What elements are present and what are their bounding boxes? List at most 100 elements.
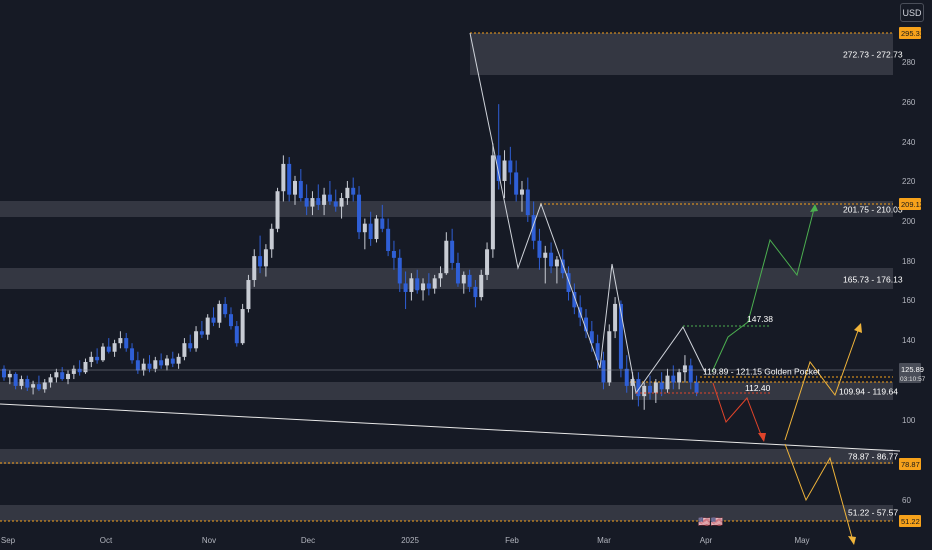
candle-body [228, 314, 233, 327]
candle-body [351, 187, 356, 195]
candle-body [106, 346, 111, 352]
candle-body [95, 356, 100, 361]
candle-body [240, 309, 245, 344]
time-axis[interactable]: Sep Oct Nov Dec 2025 Feb Mar Apr May [1, 536, 810, 545]
candle-body [71, 368, 76, 374]
candle-body [36, 384, 41, 390]
candle-body [42, 382, 47, 390]
yellow-projection-up [784, 324, 861, 441]
candle-body [426, 283, 431, 289]
red-projection [712, 382, 764, 441]
candle-body [130, 348, 135, 361]
candle-body [223, 303, 228, 315]
candle-body [2, 368, 6, 378]
candle-body [485, 249, 490, 275]
candle-body [397, 257, 402, 284]
candle-body [83, 361, 88, 373]
x-tick-label: Oct [100, 536, 113, 545]
candle-body [444, 240, 449, 274]
candle-body [677, 372, 682, 383]
zone-label: 165.73 - 176.13 [843, 275, 903, 285]
candle-body [543, 252, 548, 258]
candle-body [147, 363, 152, 369]
candle-body [234, 326, 239, 344]
candle-body [339, 198, 344, 207]
price-tag-label: 78.87 [901, 460, 920, 469]
candle-body [479, 274, 484, 298]
drawings-layer: 🇺🇸🇺🇸 [0, 32, 901, 545]
candle-body [310, 198, 315, 207]
y-tick-label: 160 [902, 296, 916, 305]
x-tick-label: Feb [505, 536, 519, 545]
candle-body [514, 172, 519, 195]
y-tick-label: 100 [902, 416, 916, 425]
candle-body [636, 379, 641, 397]
y-tick-label: 260 [902, 98, 916, 107]
candle-body [345, 187, 350, 199]
zone-label: 272.73 - 272.73 [843, 50, 903, 60]
candle-body [135, 360, 140, 371]
candle-body [54, 372, 59, 378]
candle-body [66, 373, 71, 380]
zones-layer [0, 32, 893, 522]
zone-0 [470, 33, 893, 75]
candle-body [688, 365, 693, 383]
candle-body [415, 278, 420, 291]
candle-body [205, 317, 210, 335]
yellow-arrowhead-up [854, 323, 862, 333]
candle-body [112, 343, 117, 352]
candle-body [525, 189, 530, 216]
currency-button[interactable]: USD [900, 3, 924, 22]
trend-line [0, 403, 901, 452]
candle-body [269, 228, 274, 250]
x-tick-label: Apr [700, 536, 713, 545]
y-tick-label: 280 [902, 58, 916, 67]
candle-body [450, 240, 455, 263]
y-tick-label: 220 [902, 177, 916, 186]
candle-body [287, 163, 292, 195]
y-tick-label: 180 [902, 257, 916, 266]
x-tick-label: Nov [202, 536, 216, 545]
candle-body [182, 343, 187, 357]
candle-body [194, 331, 199, 349]
yellow-arrowhead-down [848, 536, 856, 545]
price-tag [899, 515, 921, 527]
price-tag [899, 458, 921, 470]
candle-body [386, 228, 391, 251]
candle-body [502, 160, 507, 181]
zone-labels-layer: 272.73 - 272.73 201.75 - 210.03 165.73 - 1… [703, 50, 903, 518]
candle-body [549, 252, 554, 267]
candle-body [141, 363, 146, 371]
candles-layer [2, 104, 699, 410]
candle-body [263, 249, 268, 267]
candle-body [176, 356, 181, 364]
price-tag-label: 51.22 [901, 517, 920, 526]
candle-body [304, 198, 309, 207]
candle-body [642, 385, 647, 397]
candle-body [316, 198, 321, 205]
y-tick-label: 200 [902, 217, 916, 226]
candle-body [490, 155, 495, 250]
candle-body [560, 259, 565, 274]
zone-label: 109.94 - 119.64 [839, 387, 898, 397]
candle-body [246, 280, 251, 310]
candle-body [374, 218, 379, 240]
candle-body [118, 338, 123, 344]
candle-body [211, 317, 216, 323]
green-arrowhead [810, 204, 818, 212]
candle-body [164, 358, 169, 366]
zone-4 [0, 382, 893, 400]
x-tick-label: 2025 [401, 536, 419, 545]
candle-body [421, 283, 426, 291]
candle-body [298, 180, 303, 199]
candle-body [60, 372, 65, 380]
candle-body [170, 358, 175, 364]
candle-body [391, 250, 396, 258]
price-axis[interactable]: 60 100 140 160 180 200 220 240 260 280 295.31 209.1… [899, 27, 926, 527]
candle-body [438, 273, 443, 279]
candle-body [694, 382, 699, 393]
candle-body [362, 223, 367, 233]
candle-body [403, 283, 408, 292]
candle-body [554, 259, 559, 267]
